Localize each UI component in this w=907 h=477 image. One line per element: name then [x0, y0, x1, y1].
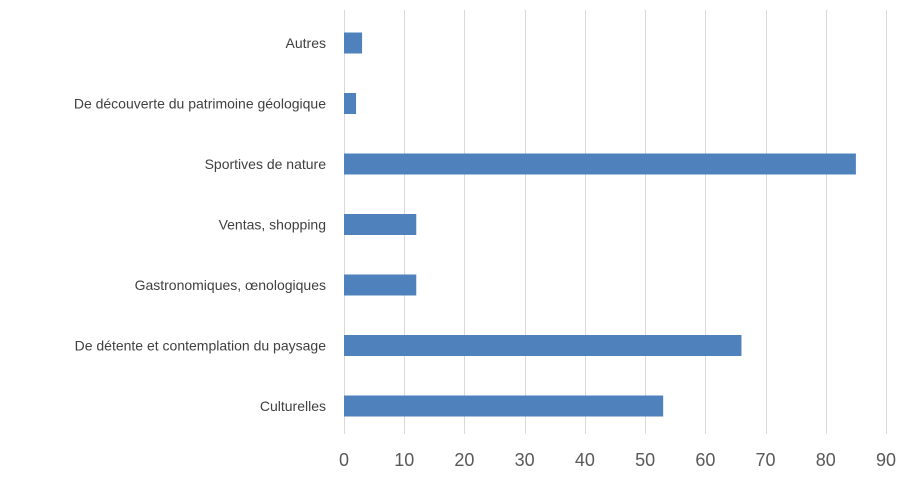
category-label: Culturelles	[260, 398, 326, 414]
category-label: Autres	[286, 35, 326, 51]
gridlines	[344, 10, 887, 434]
x-tick-label: 80	[816, 450, 836, 470]
category-label: Ventas, shopping	[219, 217, 326, 233]
x-tick-label: 90	[876, 450, 896, 470]
x-tick-label: 50	[635, 450, 655, 470]
bar	[344, 274, 417, 296]
x-tick-label: 0	[339, 450, 349, 470]
bar	[344, 214, 417, 235]
bar	[344, 32, 363, 54]
bar	[344, 335, 742, 356]
bar	[344, 153, 856, 175]
category-label: Sportives de nature	[205, 156, 327, 172]
category-label: De détente et contemplation du paysage	[75, 338, 327, 354]
category-labels: Autres De découverte du patrimoine géolog…	[74, 35, 326, 414]
x-tick-label: 70	[756, 450, 776, 470]
x-tick-label: 40	[575, 450, 595, 470]
category-label: Gastronomiques, œnologiques	[135, 277, 326, 293]
bar	[344, 93, 357, 114]
x-tick-label: 20	[454, 450, 474, 470]
bars	[344, 32, 856, 417]
bar	[344, 395, 664, 417]
x-tick-label: 10	[394, 450, 414, 470]
x-tick-label: 60	[695, 450, 715, 470]
category-label: De découverte du patrimoine géologique	[74, 96, 326, 112]
x-tick-label: 30	[515, 450, 535, 470]
x-tick-labels: 0 10 20 30 40 50 60 70 80 90	[339, 450, 896, 470]
